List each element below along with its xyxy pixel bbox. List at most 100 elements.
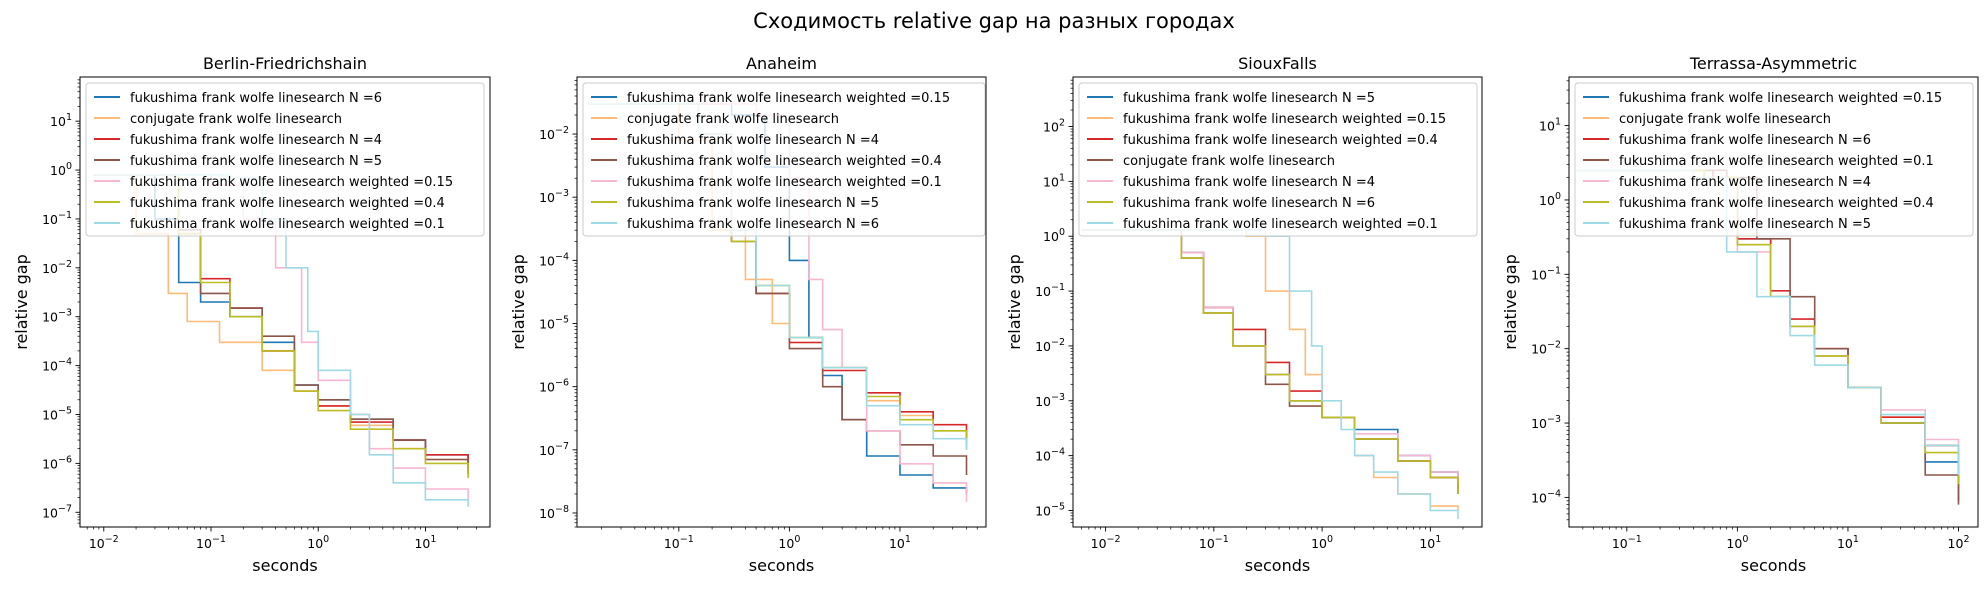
chart-panel: 10−2 10−1 100 101 10−7 10−6 10−5 10−4 10−3 10−2 10… <box>12 54 491 575</box>
y-tick-label: 10−4 <box>1531 488 1561 505</box>
x-tick-label: 10−2 <box>1091 534 1121 551</box>
y-tick-label: 100 <box>1539 191 1561 208</box>
x-axis-label: seconds <box>1741 556 1806 575</box>
y-tick-label: 10−1 <box>42 210 72 227</box>
legend-label: fukushima frank wolfe linesearch weighte… <box>130 196 445 211</box>
x-tick-label: 101 <box>1419 534 1441 551</box>
y-tick-label: 10−3 <box>1035 392 1065 409</box>
y-tick-label: 10−1 <box>1035 282 1065 299</box>
legend-label: fukushima frank wolfe linesearch N =6 <box>1123 196 1375 211</box>
legend-box <box>85 82 485 237</box>
legend-box <box>582 82 986 237</box>
series-line <box>1081 229 1459 494</box>
y-tick-label: 10−1 <box>1531 265 1561 282</box>
legend-box <box>1078 82 1478 237</box>
x-tick-label: 101 <box>1837 534 1859 551</box>
legend: fukushima frank wolfe linesearch N =5 fuk… <box>1078 82 1478 237</box>
series-line <box>93 174 469 479</box>
x-tick-label: 10−1 <box>196 534 226 551</box>
legend: fukushima frank wolfe linesearch weighte… <box>582 82 986 237</box>
legend-label: fukushima frank wolfe linesearch N =5 <box>627 196 879 211</box>
legend-label: conjugate frank wolfe linesearch <box>130 112 342 127</box>
y-tick-label: 10−8 <box>539 504 569 521</box>
legend-label: fukushima frank wolfe linesearch weighte… <box>130 217 445 232</box>
legend-label: fukushima frank wolfe linesearch N =4 <box>130 133 382 148</box>
y-tick-label: 10−2 <box>1035 337 1065 354</box>
axes-frame <box>1072 76 1483 528</box>
axes-frame <box>576 76 987 528</box>
legend-label: fukushima frank wolfe linesearch weighte… <box>1123 112 1446 127</box>
legend-label: fukushima frank wolfe linesearch weighte… <box>130 175 453 190</box>
legend-label: fukushima frank wolfe linesearch N =5 <box>1619 217 1871 232</box>
x-tick-label: 10−1 <box>1612 534 1642 551</box>
x-tick-label: 101 <box>889 534 911 551</box>
y-tick-label: 10−4 <box>539 251 569 268</box>
legend-label: fukushima frank wolfe linesearch N =6 <box>130 91 382 106</box>
x-axis-label: seconds <box>749 556 814 575</box>
axes-frame <box>1568 76 1979 528</box>
legend-label: fukushima frank wolfe linesearch N =4 <box>627 133 879 148</box>
legend-label: conjugate frank wolfe linesearch <box>627 112 839 127</box>
panel-title: Berlin-Friedrichshain <box>203 54 367 73</box>
legend-label: fukushima frank wolfe linesearch weighte… <box>1619 91 1942 106</box>
series-line <box>1081 229 1459 485</box>
legend: fukushima frank wolfe linesearch weighte… <box>1574 82 1974 237</box>
x-tick-label: 100 <box>307 534 329 551</box>
y-axis-label: relative gap <box>509 254 528 350</box>
y-tick-label: 10−5 <box>539 315 569 332</box>
y-axis-label: relative gap <box>12 254 31 350</box>
y-axis-label: relative gap <box>1005 254 1024 350</box>
y-tick-label: 10−2 <box>539 125 569 142</box>
legend-label: fukushima frank wolfe linesearch weighte… <box>627 91 950 106</box>
chart-panel: 10−2 10−1 100 101 10−5 10−4 10−3 10−2 10−1 100 101… <box>1005 54 1483 575</box>
chart-panel: 10−1 100 101 102 10−4 10−3 10−2 10−1 100 101 Terra… <box>1501 54 1979 575</box>
legend-label: fukushima frank wolfe linesearch weighte… <box>627 175 942 190</box>
legend-label: fukushima frank wolfe linesearch N =6 <box>1619 133 1871 148</box>
series-line <box>1081 229 1459 489</box>
series-line <box>1081 229 1459 485</box>
x-axis-label: seconds <box>1245 556 1310 575</box>
legend-label: conjugate frank wolfe linesearch <box>1123 154 1335 169</box>
legend: fukushima frank wolfe linesearch N =6 con… <box>85 82 485 237</box>
x-tick-label: 102 <box>1948 534 1970 551</box>
x-tick-label: 101 <box>414 534 436 551</box>
x-tick-label: 10−2 <box>89 534 119 551</box>
y-tick-label: 101 <box>50 112 72 129</box>
y-tick-label: 10−4 <box>1035 447 1065 464</box>
x-tick-label: 100 <box>1311 534 1333 551</box>
y-tick-label: 100 <box>50 161 72 178</box>
panel-title: SiouxFalls <box>1238 54 1317 73</box>
legend-label: fukushima frank wolfe linesearch weighte… <box>1123 217 1438 232</box>
figure-suptitle: Сходимость relative gap на разных города… <box>753 9 1235 33</box>
x-axis-label: seconds <box>252 556 317 575</box>
series-line <box>1081 229 1459 511</box>
y-tick-label: 10−7 <box>539 441 569 458</box>
panel-title: Anaheim <box>746 54 817 73</box>
y-tick-label: 10−6 <box>539 378 569 395</box>
legend-label: fukushima frank wolfe linesearch weighte… <box>1619 196 1934 211</box>
y-tick-label: 10−2 <box>1531 340 1561 357</box>
legend-label: fukushima frank wolfe linesearch N =6 <box>627 217 879 232</box>
chart-panel: 10−1 100 101 10−8 10−7 10−6 10−5 10−4 10−3 10−2 An… <box>509 54 987 575</box>
y-tick-label: 10−3 <box>1531 414 1561 431</box>
legend-label: fukushima frank wolfe linesearch weighte… <box>627 154 942 169</box>
legend-label: fukushima frank wolfe linesearch N =5 <box>1123 91 1375 106</box>
y-tick-label: 10−5 <box>42 406 72 423</box>
y-tick-label: 102 <box>1043 118 1065 135</box>
x-tick-label: 10−1 <box>664 534 694 551</box>
y-tick-label: 101 <box>1539 117 1561 134</box>
y-tick-label: 10−5 <box>1035 501 1065 518</box>
legend-label: fukushima frank wolfe linesearch weighte… <box>1123 133 1438 148</box>
y-tick-label: 100 <box>1043 227 1065 244</box>
y-tick-label: 10−7 <box>42 503 72 520</box>
y-tick-label: 101 <box>1043 172 1065 189</box>
y-tick-label: 10−3 <box>539 188 569 205</box>
legend-label: fukushima frank wolfe linesearch N =5 <box>130 154 382 169</box>
x-tick-label: 100 <box>778 534 800 551</box>
x-tick-label: 10−1 <box>1199 534 1229 551</box>
legend-label: fukushima frank wolfe linesearch N =4 <box>1123 175 1375 190</box>
y-tick-label: 10−4 <box>42 357 72 374</box>
y-tick-label: 10−6 <box>42 454 72 471</box>
